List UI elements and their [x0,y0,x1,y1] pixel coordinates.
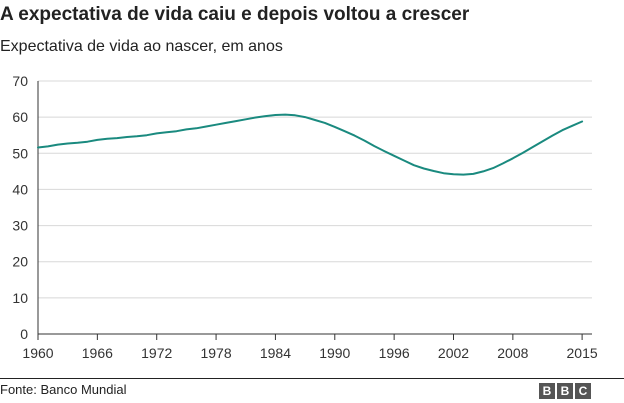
y-tick-label-60: 60 [12,109,28,125]
y-tick-label-50: 50 [12,145,28,161]
chart-subtitle: Expectativa de vida ao nascer, em anos [0,38,283,55]
line-chart: 0 10 20 30 40 50 60 70 1960 1966 1972 1978 1984 1990… [12,73,597,361]
x-tick-label-1966: 1966 [82,345,113,361]
footer-divider [0,378,624,379]
y-tick-label-0: 0 [20,326,28,342]
logo-letter-c: C [575,383,591,399]
y-tick-label-20: 20 [12,254,28,270]
x-tick-labels: 1960 1966 1972 1978 1984 1990 1996 2002 2008 2015 [22,345,597,361]
axes [37,81,592,340]
x-tick-label-1990: 1990 [319,345,350,361]
chart-title: A expectativa de vida caiu e depois volt… [0,4,470,25]
logo-letter-b2: B [557,383,573,399]
x-tick-label-1984: 1984 [260,345,291,361]
x-tick-label-1978: 1978 [200,345,231,361]
y-tick-labels: 0 10 20 30 40 50 60 70 [12,73,28,342]
x-tick-label-2015: 2015 [567,345,598,361]
x-tick-label-2008: 2008 [497,345,528,361]
y-tick-label-10: 10 [12,290,28,306]
bbc-logo: B B C [539,383,591,399]
grid-layer [38,80,592,299]
series-layer [37,113,584,176]
y-tick-label-70: 70 [12,73,28,89]
source-note: Fonte: Banco Mundial [0,382,127,397]
y-tick-label-30: 30 [12,218,28,234]
x-tick-label-1960: 1960 [22,345,53,361]
series-line-0 [37,113,584,176]
x-tick-label-1972: 1972 [141,345,172,361]
x-tick-label-2002: 2002 [438,345,469,361]
x-tick-label-1996: 1996 [379,345,410,361]
logo-letter-b1: B [539,383,555,399]
y-tick-label-40: 40 [12,181,28,197]
